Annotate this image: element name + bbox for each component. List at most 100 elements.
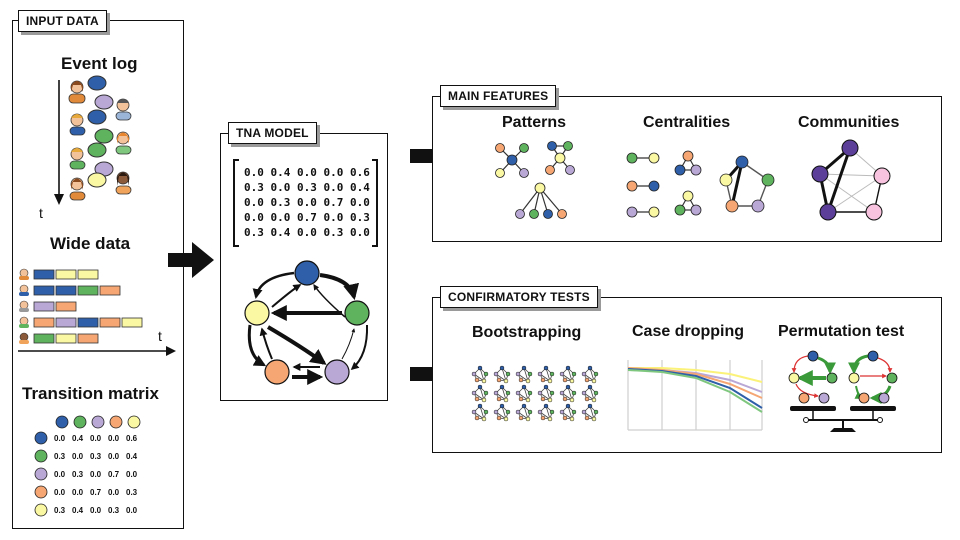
bootstrap-network-icon: [515, 403, 533, 422]
state-row-blue: [34, 431, 48, 445]
state-row-purple: [34, 467, 48, 481]
confirmatory-tests-tag: CONFIRMATORY TESTS: [440, 286, 598, 308]
node-purple: [324, 359, 350, 385]
wide-data-time-label: t: [158, 328, 162, 344]
matrix-cell: 0.0: [126, 470, 138, 479]
matrix-cell: 0.0: [108, 452, 120, 461]
tna-model-tag: TNA MODEL: [228, 122, 317, 144]
matrix-cell: 0.0: [126, 506, 138, 515]
wide-data-title: Wide data: [50, 234, 131, 253]
person-icon: [69, 147, 86, 170]
person-icon: [19, 268, 29, 280]
matrix-cell: 0.4: [126, 452, 138, 461]
matrix-cell: 0.0: [90, 470, 102, 479]
matrix-cell: 0.0: [90, 506, 102, 515]
person-icon: [68, 80, 86, 104]
matrix-cell: 0.0: [72, 452, 84, 461]
matrix-cell: 0.0: [54, 488, 66, 497]
main-features-tag: MAIN FEATURES: [440, 85, 557, 107]
tna-matrix-row: 0.0 0.4 0.0 0.0 0.6: [244, 166, 370, 179]
flow-arrow: [168, 242, 214, 278]
tna-matrix: 0.0 0.4 0.0 0.0 0.6 0.3 0.0 0.3 0.0 0.4 …: [244, 165, 370, 240]
centralities-graphic: [626, 150, 775, 218]
speech-bubble-icon: [87, 142, 107, 158]
bootstrap-network-icon: [581, 384, 599, 403]
bootstrap-network-icon: [493, 365, 511, 384]
state-header-blue: [55, 415, 69, 429]
person-icon: [19, 284, 29, 296]
matrix-bracket-right: [372, 159, 378, 247]
tna-network-graph: [244, 260, 370, 385]
bootstrap-network-icon: [559, 365, 577, 384]
matrix-cell: 0.3: [54, 452, 66, 461]
state-header-purple: [91, 415, 105, 429]
bootstrap-network-icon: [515, 365, 533, 384]
person-icon: [19, 316, 29, 328]
permutation-test-graphic: [788, 350, 898, 432]
matrix-cell: 0.0: [90, 434, 102, 443]
person-icon: [115, 131, 132, 155]
event-log-graphic: t: [39, 75, 132, 221]
matrix-cell: 0.3: [72, 470, 84, 479]
bootstrap-network-icon: [471, 403, 489, 422]
bootstrap-network-icon: [537, 365, 555, 384]
matrix-cell: 0.6: [126, 434, 138, 443]
balance-scale-icon: [790, 406, 896, 432]
wide-data-graphic: t: [18, 268, 176, 356]
matrix-cell: 0.3: [54, 506, 66, 515]
bootstrap-network-icon: [537, 384, 555, 403]
communities-graphic: [811, 139, 891, 221]
matrix-cell: 0.3: [108, 506, 120, 515]
matrix-cell: 0.0: [54, 470, 66, 479]
person-icon: [19, 332, 29, 344]
bootstrap-network-icon: [537, 403, 555, 422]
tna-matrix-row: 0.3 0.4 0.0 0.3 0.0: [244, 226, 370, 239]
person-icon: [69, 113, 86, 136]
bootstrap-network-icon: [493, 403, 511, 422]
bootstrap-network-icon: [471, 384, 489, 403]
matrix-cell: 0.7: [108, 470, 120, 479]
centralities-title: Centralities: [643, 114, 731, 131]
bootstrap-network-icon: [515, 384, 533, 403]
node-blue: [294, 260, 320, 286]
bootstrap-network-icon: [471, 365, 489, 384]
matrix-cell: 0.4: [72, 434, 84, 443]
person-icon: [19, 300, 29, 312]
state-header-green: [73, 415, 87, 429]
speech-bubble-icon: [94, 94, 114, 110]
tna-matrix-row: 0.0 0.0 0.7 0.0 0.3: [244, 211, 370, 224]
input-data-tag: INPUT DATA: [18, 10, 107, 32]
matrix-cell: 0.3: [90, 452, 102, 461]
matrix-bracket-left: [233, 159, 239, 247]
tna-matrix-row: 0.3 0.0 0.3 0.0 0.4: [244, 181, 370, 194]
bootstrapping-title: Bootstrapping: [472, 324, 582, 341]
person-icon: [69, 177, 86, 201]
bootstrap-network-icon: [581, 365, 599, 384]
tna-matrix-row: 0.0 0.3 0.0 0.7 0.0: [244, 196, 370, 209]
event-log-time-label: t: [39, 205, 43, 221]
matrix-cell: 0.0: [108, 488, 120, 497]
state-row-orange: [34, 485, 48, 499]
speech-bubble-icon: [87, 109, 107, 125]
event-log-title: Event log: [61, 54, 138, 73]
state-row-green: [34, 449, 48, 463]
speech-bubble-icon: [87, 172, 107, 188]
case-dropping-graphic: [627, 360, 763, 431]
bootstrapping-graphic: [471, 365, 599, 422]
matrix-cell: 0.0: [54, 434, 66, 443]
bootstrap-network-icon: [493, 384, 511, 403]
matrix-cell: 0.3: [126, 488, 138, 497]
speech-bubble-icon: [87, 75, 107, 91]
case-dropping-title: Case dropping: [632, 323, 745, 340]
bootstrap-network-icon: [559, 403, 577, 422]
matrix-cell: 0.0: [108, 434, 120, 443]
node-green: [344, 300, 370, 326]
matrix-cell: 0.7: [90, 488, 102, 497]
state-header-yellow: [127, 415, 141, 429]
matrix-cell: 0.0: [72, 488, 84, 497]
person-icon: [115, 171, 132, 195]
state-header-orange: [109, 415, 123, 429]
node-orange: [264, 359, 290, 385]
transition-matrix-title: Transition matrix: [22, 384, 159, 403]
speech-bubble-icon: [94, 128, 114, 144]
